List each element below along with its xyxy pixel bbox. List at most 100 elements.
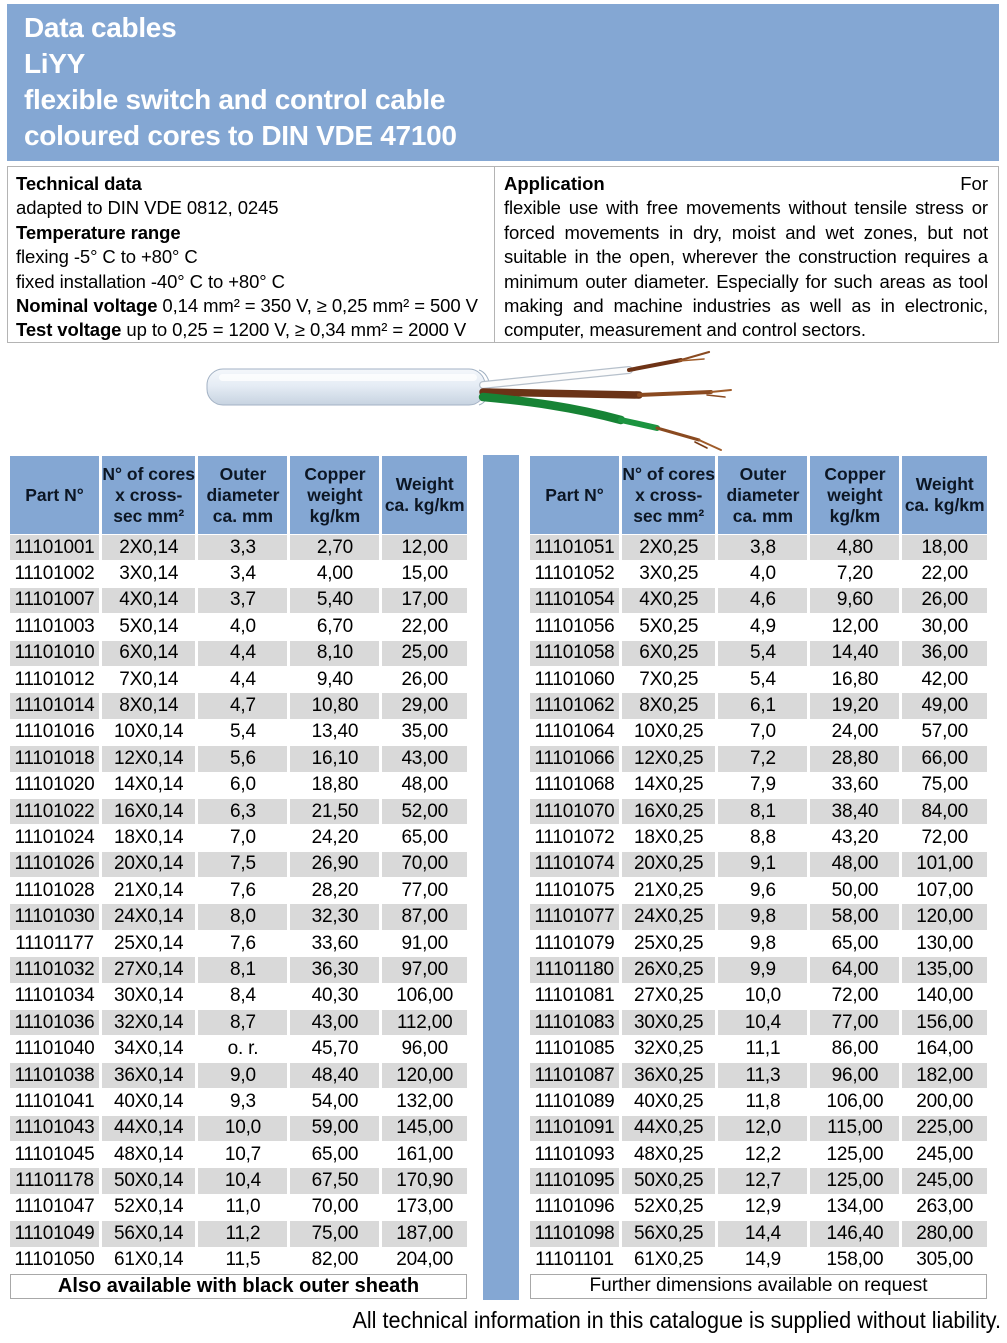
- table-cell: 2X0,14: [102, 535, 196, 561]
- column-header-cores: N° of cores x cross- sec mm²: [622, 456, 716, 534]
- title-line-product: Data cables: [24, 12, 177, 43]
- table-cell: 6X0,14: [102, 640, 196, 666]
- table-row: 11101052 3X0,25 4,0 7,20 22,00: [530, 561, 987, 587]
- table-cell: 11101049: [10, 1221, 99, 1247]
- table-row: 11101056 5X0,25 4,9 12,00 30,00: [530, 614, 987, 640]
- table-cell: 9,0: [198, 1062, 288, 1089]
- title-line-standard: coloured cores to DIN VDE 47100: [24, 120, 457, 151]
- table-cell: 3,3: [198, 535, 288, 561]
- table-cell: 8X0,14: [102, 693, 196, 719]
- table-cell: 11101002: [10, 561, 99, 587]
- table-row: 11101043 44X0,14 10,0 59,00 145,00: [10, 1115, 467, 1141]
- table-cell: 26,00: [382, 666, 467, 693]
- table-row: 11101051 2X0,25 3,8 4,80 18,00: [530, 535, 987, 561]
- table-cell: 120,00: [382, 1062, 467, 1089]
- table-row: 11101178 50X0,14 10,4 67,50 170,90: [10, 1168, 467, 1194]
- table-cell: 11101064: [530, 719, 619, 746]
- table-cell: 82,00: [290, 1247, 380, 1273]
- table-cell: 20X0,14: [102, 851, 196, 878]
- table-cell: 77,00: [382, 878, 467, 904]
- table-cell: 11101060: [530, 666, 619, 693]
- table-cell: 20X0,25: [622, 851, 716, 878]
- table-row: 11101081 27X0,25 10,0 72,00 140,00: [530, 983, 987, 1010]
- table-row: 11101085 32X0,25 11,1 86,00 164,00: [530, 1036, 987, 1062]
- table-cell: 4,0: [718, 561, 808, 587]
- table-row: 11101072 18X0,25 8,8 43,20 72,00: [530, 825, 987, 851]
- table-row: 11101096 52X0,25 12,9 134,00 263,00: [530, 1194, 987, 1221]
- table-cell: 40,30: [290, 983, 380, 1010]
- column-header-cores: N° of cores x cross- sec mm²: [102, 456, 196, 534]
- table-cell: 50,00: [810, 878, 900, 904]
- table-cell: 173,00: [382, 1194, 467, 1221]
- table-cell: 65,00: [290, 1141, 380, 1168]
- table-cell: 70,00: [290, 1194, 380, 1221]
- table-cell: 56X0,25: [622, 1221, 716, 1247]
- table-cell: 50X0,25: [622, 1168, 716, 1194]
- column-header-copper-weight: Copper weight kg/km: [290, 456, 380, 534]
- column-header-weight: Weight ca. kg/km: [382, 456, 467, 534]
- table-cell: 27X0,14: [102, 957, 196, 983]
- table-cell: 44X0,25: [622, 1115, 716, 1141]
- table-row: 11101068 14X0,25 7,9 33,60 75,00: [530, 772, 987, 798]
- table-cell: 200,00: [902, 1089, 987, 1115]
- table-cell: 8,8: [718, 825, 808, 851]
- table-cell: 11101047: [10, 1194, 99, 1221]
- table-cell: 101,00: [902, 851, 987, 878]
- table-cell: 7,0: [198, 825, 288, 851]
- table-cell: 48X0,25: [622, 1141, 716, 1168]
- table-cell: 4X0,14: [102, 587, 196, 614]
- table-cell: 4,4: [198, 666, 288, 693]
- table-cell: 67,50: [290, 1168, 380, 1194]
- table-cell: 22,00: [902, 561, 987, 587]
- column-header-part-no: Part N°: [530, 456, 619, 534]
- table-row: 11101030 24X0,14 8,0 32,30 87,00: [10, 904, 467, 930]
- table-cell: 44X0,14: [102, 1115, 196, 1141]
- table-row: 11101026 20X0,14 7,5 26,90 70,00: [10, 851, 467, 878]
- table-cell: 45,70: [290, 1036, 380, 1062]
- table-cell: 11,2: [198, 1221, 288, 1247]
- table-cell: 134,00: [810, 1194, 900, 1221]
- table-cell: 43,00: [382, 746, 467, 772]
- table-cell: 8,1: [198, 957, 288, 983]
- table-row: 11101095 50X0,25 12,7 125,00 245,00: [530, 1168, 987, 1194]
- table-cell: 48X0,14: [102, 1141, 196, 1168]
- table-cell: 11101032: [10, 957, 99, 983]
- table-cell: 49,00: [902, 693, 987, 719]
- table-cell: 26,00: [902, 587, 987, 614]
- table-cell: 11101050: [10, 1247, 99, 1273]
- table-row: 11101022 16X0,14 6,3 21,50 52,00: [10, 798, 467, 825]
- table-cell: 64,00: [810, 957, 900, 983]
- table-cell: 11101085: [530, 1036, 619, 1062]
- table-cell: 52X0,14: [102, 1194, 196, 1221]
- table-cell: 11101038: [10, 1062, 99, 1089]
- table-cell: 11101010: [10, 640, 99, 666]
- table-cell: 245,00: [902, 1141, 987, 1168]
- table-cell: 3X0,25: [622, 561, 716, 587]
- table-cell: 57,00: [902, 719, 987, 746]
- table-cell: 18,00: [902, 535, 987, 561]
- table-cell: 11,3: [718, 1062, 808, 1089]
- text-line: adapted to DIN VDE 0812, 0245: [16, 197, 279, 219]
- table-cell: 21,50: [290, 798, 380, 825]
- table-cell: 12X0,14: [102, 746, 196, 772]
- table-row: 11101040 34X0,14 o. r. 45,70 96,00: [10, 1036, 467, 1062]
- table-cell: 106,00: [382, 983, 467, 1010]
- table-cell: 11101028: [10, 878, 99, 904]
- table-cell: 34X0,14: [102, 1036, 196, 1062]
- liability-note: All technical information in this catalo…: [352, 1306, 1002, 1333]
- table-cell: 70,00: [382, 851, 467, 878]
- table-row: 11101010 6X0,14 4,4 8,10 25,00: [10, 640, 467, 666]
- table-cell: 12,9: [718, 1194, 808, 1221]
- table-row: 11101032 27X0,14 8,1 36,30 97,00: [10, 957, 467, 983]
- title-line-type: LiYY: [24, 48, 86, 79]
- technical-data-section: Technical data adapted to DIN VDE 0812, 0…: [7, 166, 495, 343]
- table-cell: 11101079: [530, 930, 619, 957]
- table-cell: 91,00: [382, 930, 467, 957]
- title-line-description: flexible switch and control cable: [24, 84, 446, 115]
- table-cell: 280,00: [902, 1221, 987, 1247]
- table-cell: 8,10: [290, 640, 380, 666]
- table-row: 11101036 32X0,14 8,7 43,00 112,00: [10, 1010, 467, 1036]
- table-cell: 11101068: [530, 772, 619, 798]
- table-cell: 164,00: [902, 1036, 987, 1062]
- table-row: 11101083 30X0,25 10,4 77,00 156,00: [530, 1010, 987, 1036]
